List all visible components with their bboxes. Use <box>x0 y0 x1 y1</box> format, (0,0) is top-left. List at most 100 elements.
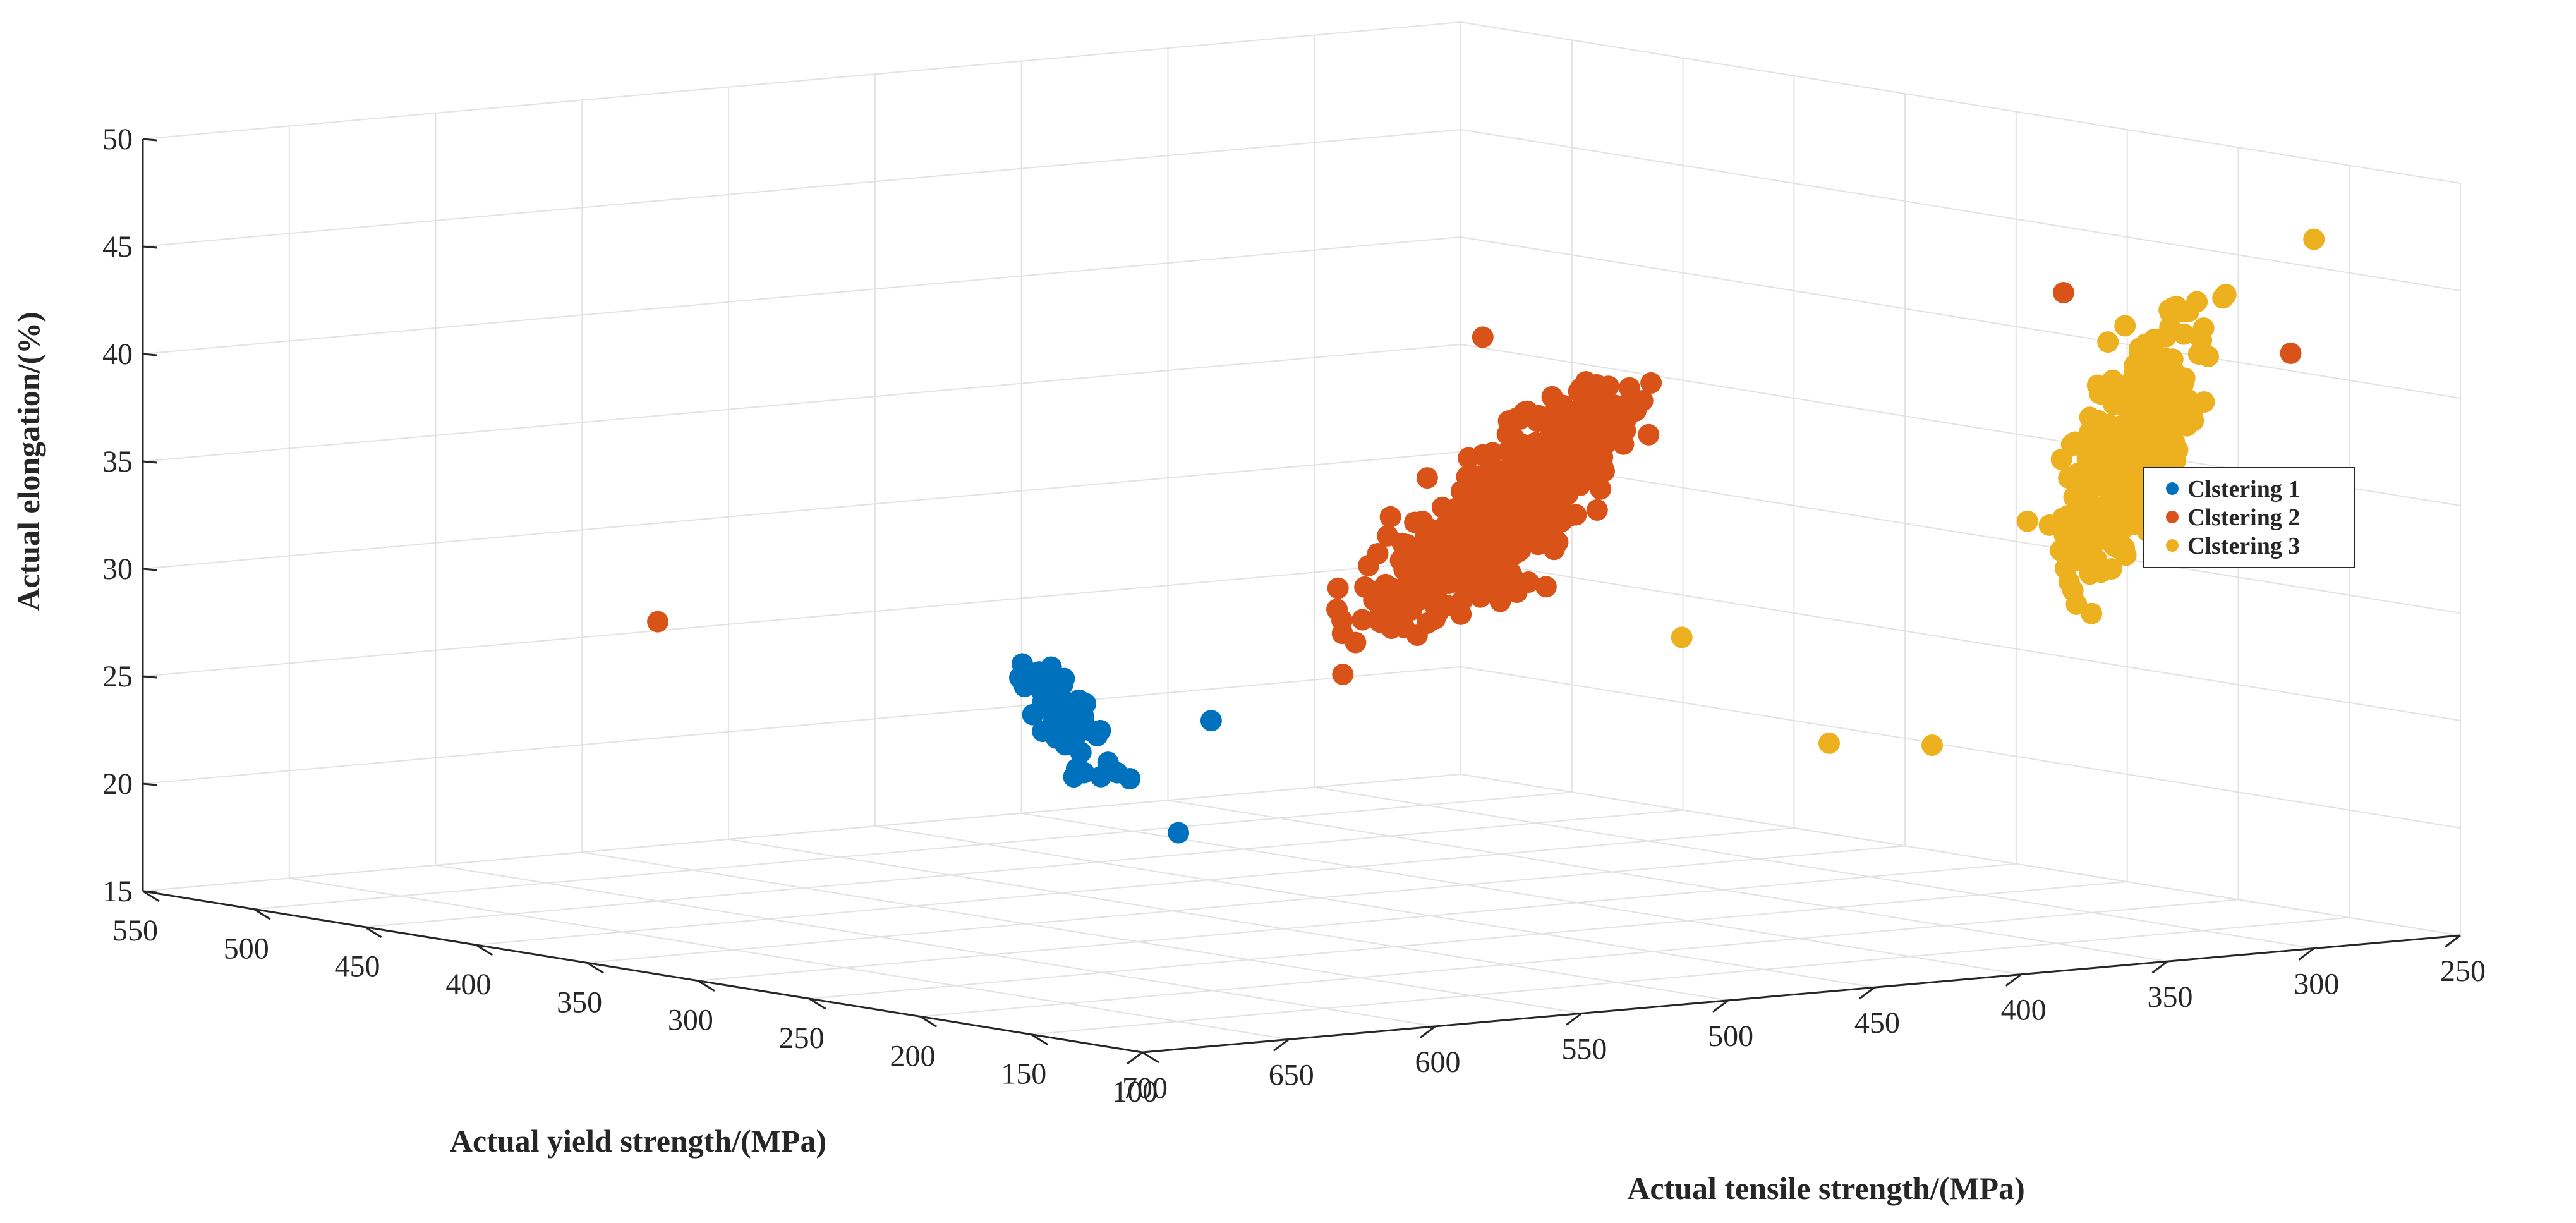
x-tick-label: 450 <box>1854 1006 1900 1040</box>
data-point-series-2 <box>1406 574 1429 596</box>
data-point-series-3 <box>2102 437 2124 459</box>
data-point-series-2 <box>1416 467 1438 489</box>
x-axis-line <box>1142 934 2461 1054</box>
x-tick-label: 400 <box>2001 994 2047 1027</box>
z-tick-label: 35 <box>102 445 133 478</box>
legend-marker-2 <box>2166 511 2179 523</box>
data-point-series-3 <box>2159 437 2181 459</box>
data-point-series-1 <box>1063 766 1085 788</box>
y-tick-mark <box>919 1016 938 1028</box>
data-point-series-2 <box>1516 470 1538 492</box>
x-tick-mark <box>2151 960 2168 974</box>
y-tick-mark <box>142 890 160 903</box>
x-tick-label: 700 <box>1122 1071 1168 1105</box>
data-point-series-2 <box>1377 525 1399 547</box>
wall-gridline <box>1460 21 2461 184</box>
data-points <box>647 228 2325 844</box>
data-point-series-3 <box>1818 732 1840 754</box>
data-point-series-2 <box>1541 386 1563 408</box>
y-tick-label: 350 <box>557 985 602 1019</box>
data-point-series-2 <box>1540 423 1562 445</box>
data-point-series-3 <box>2038 514 2060 536</box>
data-point-series-1 <box>1168 822 1190 844</box>
data-point-series-2 <box>647 611 669 633</box>
data-point-series-2 <box>1391 550 1413 572</box>
y-tick-mark <box>1142 1051 1159 1064</box>
floor-gridline <box>1021 812 2021 975</box>
data-point-series-2 <box>1327 577 1349 599</box>
data-point-series-3 <box>2143 406 2165 427</box>
data-point-series-3 <box>2094 477 2116 499</box>
data-point-series-3 <box>2303 228 2325 250</box>
z-tick-mark <box>142 890 157 894</box>
y-tick-label: 250 <box>779 1021 825 1055</box>
data-point-series-2 <box>1529 512 1551 534</box>
data-point-series-2 <box>1482 442 1504 464</box>
data-point-series-3 <box>2215 284 2237 305</box>
data-point-series-1 <box>1028 661 1050 683</box>
data-point-series-2 <box>1461 480 1484 502</box>
data-point-series-1 <box>1200 710 1222 732</box>
data-point-series-2 <box>1578 425 1600 447</box>
data-point-series-2 <box>1472 326 1494 348</box>
floor-gridline <box>365 809 1683 928</box>
y-tick-label: 300 <box>668 1004 713 1037</box>
z-tick-mark <box>142 138 157 142</box>
data-point-series-2 <box>1331 623 1353 645</box>
legend-marker-1 <box>2166 482 2179 495</box>
x-axis-title: Actual tensile strength/(MPa) <box>1627 1171 2025 1206</box>
floor-gridline <box>1168 800 2168 963</box>
y-tick-mark <box>808 997 826 1010</box>
data-point-series-3 <box>2116 509 2138 532</box>
floor-gridline <box>874 825 1875 989</box>
data-point-series-3 <box>2134 333 2156 355</box>
x-tick-label: 650 <box>1269 1058 1314 1092</box>
data-point-series-2 <box>1482 480 1504 502</box>
data-point-series-2 <box>1557 454 1580 476</box>
floor-gridline <box>289 877 1289 1040</box>
tick-labels: 100 150 200 250 300 350 400 450 500 550 250 300 350 4… <box>102 123 2486 1109</box>
data-point-series-2 <box>1332 664 1354 685</box>
x-tick-label: 250 <box>2440 954 2486 988</box>
data-point-series-3 <box>2182 398 2204 420</box>
y-tick-mark <box>475 944 493 956</box>
legend-label-2: Clstering 2 <box>2187 504 2300 531</box>
x-tick-mark <box>1858 987 1875 1000</box>
data-point-series-2 <box>1379 506 1401 528</box>
data-point-series-2 <box>1509 408 1531 430</box>
data-point-series-3 <box>2115 544 2137 566</box>
data-point-series-2 <box>1550 406 1572 428</box>
z-axis-title: Actual elongation/(%) <box>11 312 46 611</box>
floor-gridline <box>1314 786 2314 949</box>
data-point-series-2 <box>1518 571 1540 593</box>
data-point-series-2 <box>1369 602 1391 624</box>
data-point-series-3 <box>2060 434 2083 456</box>
legend: Clstering 1 Clstering 2 Clstering 3 <box>2143 467 2355 568</box>
y-tick-label: 400 <box>445 968 491 1001</box>
data-point-series-2 <box>2280 342 2302 364</box>
data-point-series-2 <box>1415 535 1437 557</box>
data-point-series-3 <box>2114 315 2136 337</box>
data-point-series-2 <box>1618 377 1640 399</box>
legend-marker-3 <box>2166 539 2179 552</box>
wall-gridline <box>1460 774 2461 936</box>
data-point-series-3 <box>2176 415 2198 437</box>
data-point-series-2 <box>1450 603 1472 625</box>
data-point-series-2 <box>1533 484 1555 506</box>
y-axis-title: Actual yield strength/(MPa) <box>450 1123 826 1159</box>
data-point-series-1 <box>1052 673 1074 695</box>
wall-gridline <box>1460 129 2461 291</box>
data-point-series-2 <box>1591 396 1613 418</box>
floor-gridline <box>728 838 1729 1001</box>
z-tick-mark <box>142 460 157 464</box>
x-tick-mark <box>1127 1051 1143 1065</box>
wall-gridline <box>1460 666 2461 829</box>
data-point-series-2 <box>1381 618 1403 639</box>
data-point-series-1 <box>1056 710 1079 733</box>
data-point-series-3 <box>2058 467 2080 489</box>
data-point-series-2 <box>1404 511 1426 533</box>
data-point-series-2 <box>1396 533 1418 556</box>
z-tick-label: 45 <box>102 230 133 264</box>
floor-gridline <box>587 845 1906 964</box>
